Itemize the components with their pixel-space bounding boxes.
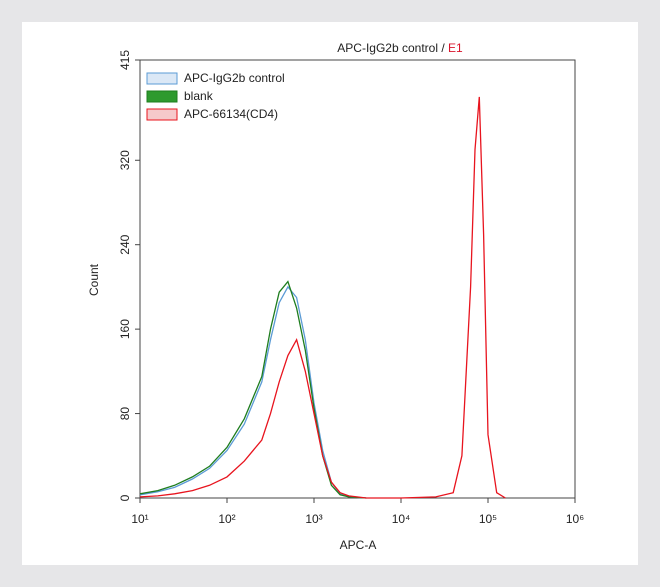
plot-frame [139,59,576,499]
y-tick-label: 80 [118,407,132,421]
legend-swatch [146,108,178,121]
legend-label: APC-IgG2b control [184,71,285,85]
x-tick-label: 10² [218,512,235,526]
x-axis-label: APC-A [340,538,377,552]
y-tick-label: 320 [118,150,132,170]
x-tick-label: 10³ [305,512,322,526]
title-sample: APC-IgG2b control [337,41,438,55]
panel [22,22,638,565]
x-tick-label: 10⁵ [479,512,497,526]
y-tick-label: 240 [118,234,132,254]
y-tick-label: 0 [118,494,132,501]
x-tick-label: 10¹ [131,512,148,526]
title-separator: / [441,41,445,55]
chart-title: APC-IgG2b control / E1 [337,41,463,55]
x-tick-label: 10⁶ [566,512,584,526]
title-gate: E1 [448,41,463,55]
y-tick-label: 160 [118,319,132,339]
legend-label: blank [184,89,214,103]
legend-swatch [146,90,178,103]
series-line [139,96,506,499]
legend-swatch [146,72,178,85]
y-axis-label: Count [87,263,101,296]
legend-label: APC-66134(CD4) [184,107,278,121]
x-tick-label: 10⁴ [392,512,411,526]
y-tick-label: 415 [118,50,132,70]
series-line [139,285,367,499]
series-line [139,280,367,499]
